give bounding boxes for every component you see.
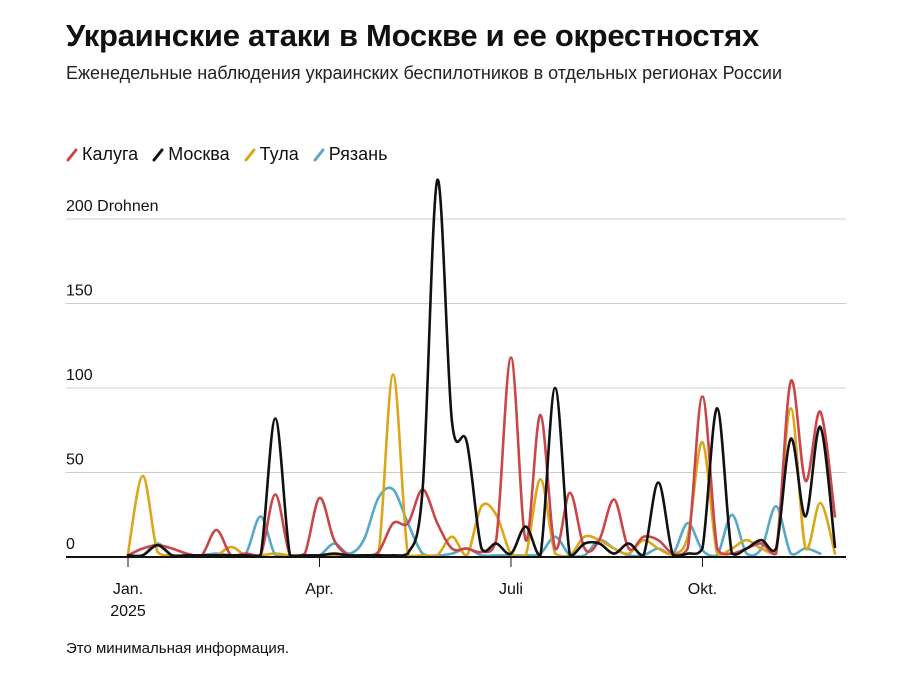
y-tick-label: 150 <box>66 283 93 300</box>
footnote: Это минимальная информация. <box>66 640 290 657</box>
legend-label-moscow: Москва <box>168 144 230 164</box>
x-tick-sublabel: 2025 <box>110 603 146 620</box>
legend-item-tula: Тула <box>244 144 299 165</box>
y-tick-label: 50 <box>66 452 84 469</box>
y-tick-label: 200 Drohnen <box>66 198 159 215</box>
chart-title: Украинские атаки в Москве и ее окрестнос… <box>66 18 759 53</box>
x-tick-label: Jan. <box>113 581 143 598</box>
legend: Калуга Москва Тула Рязань <box>66 144 388 165</box>
x-tick-label: Apr. <box>305 581 333 598</box>
legend-swatch-moscow <box>152 148 164 161</box>
chart-subtitle: Еженедельные наблюдения украинских беспи… <box>66 63 783 83</box>
legend-item-ryazan: Рязань <box>313 144 388 165</box>
series-line-moscow <box>126 178 837 558</box>
legend-label-ryazan: Рязань <box>328 144 388 164</box>
legend-item-moscow: Москва <box>152 144 230 165</box>
legend-swatch-ryazan <box>313 148 325 161</box>
legend-label-tula: Тула <box>259 144 299 164</box>
y-tick-label: 100 <box>66 367 93 384</box>
x-tick-label: Juli <box>499 581 523 598</box>
legend-swatch-kaluga <box>66 148 78 161</box>
legend-item-kaluga: Калуга <box>66 144 138 165</box>
grid-layer <box>66 218 846 473</box>
x-tick-label: Okt. <box>688 581 717 598</box>
legend-swatch-tula <box>244 148 256 161</box>
y-tick-label: 0 <box>66 536 75 553</box>
series-layer <box>126 178 837 558</box>
axis-layer: 0 50 100 150 200 Drohnen Jan. 2025 Apr. Juli Okt. <box>66 198 846 620</box>
legend-label-kaluga: Калуга <box>82 144 139 164</box>
